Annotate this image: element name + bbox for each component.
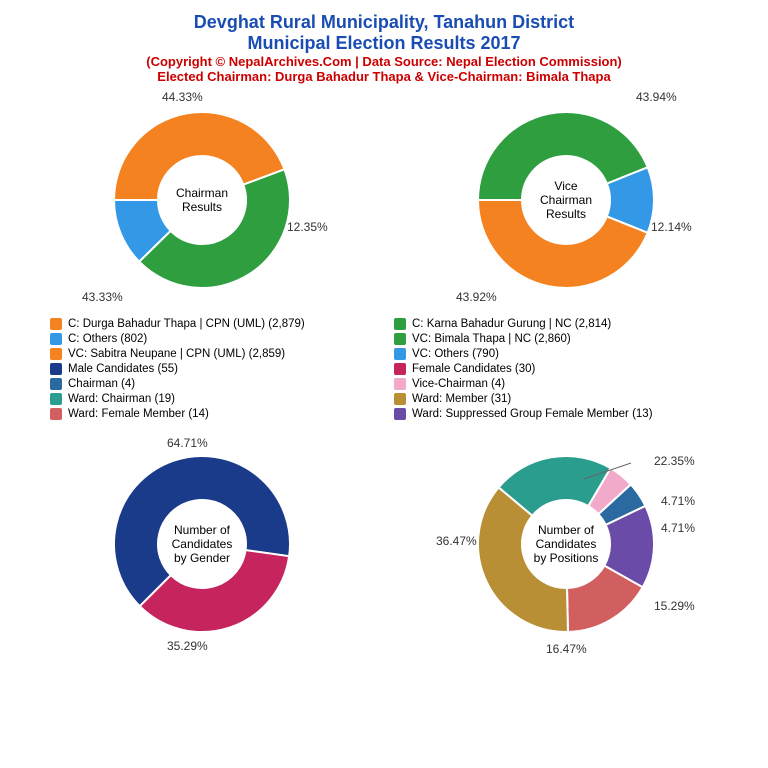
legend-text: VC: Others (790) [412,348,499,360]
legend-item: Ward: Suppressed Group Female Member (13… [394,408,718,420]
legend-item: VC: Bimala Thapa | NC (2,860) [394,333,718,345]
legend-swatch [50,333,62,345]
legend-text: Ward: Female Member (14) [68,408,209,420]
legend-text: Ward: Member (31) [412,393,511,405]
chairman-chart: ChairmanResults44.33%43.33%12.35% [72,90,332,310]
legend-item: Vice-Chairman (4) [394,378,718,390]
positions-pct-label: 36.47% [436,534,477,548]
legend-item: Male Candidates (55) [50,363,374,375]
chairman-pct-label: 12.35% [287,220,328,234]
legend-item: C: Durga Bahadur Thapa | CPN (UML) (2,87… [50,318,374,330]
vice-chairman-svg [476,110,656,290]
legend-item: C: Others (802) [50,333,374,345]
legend-swatch [394,318,406,330]
title-line-2: Municipal Election Results 2017 [20,33,748,54]
legend-text: VC: Sabitra Neupane | CPN (UML) (2,859) [68,348,285,360]
positions-slice [478,487,568,632]
top-charts-row: ChairmanResults44.33%43.33%12.35% ViceCh… [20,90,748,310]
vice-chairman-pct-label: 43.92% [456,290,497,304]
chairman-svg [112,110,292,290]
legend-text: C: Karna Bahadur Gurung | NC (2,814) [412,318,611,330]
legend-text: Male Candidates (55) [68,363,178,375]
legend-item: C: Karna Bahadur Gurung | NC (2,814) [394,318,718,330]
legend-swatch [50,348,62,360]
positions-pct-label: 16.47% [546,642,587,656]
chairman-pct-label: 44.33% [162,90,203,104]
legend-text: Vice-Chairman (4) [412,378,505,390]
legend-text: C: Durga Bahadur Thapa | CPN (UML) (2,87… [68,318,305,330]
legend-item: Ward: Female Member (14) [50,408,374,420]
vice-chairman-chart: ViceChairmanResults43.94%12.14%43.92% [436,90,696,310]
legend-text: VC: Bimala Thapa | NC (2,860) [412,333,571,345]
legend-item: Female Candidates (30) [394,363,718,375]
legend-swatch [50,363,62,375]
legend-swatch [394,363,406,375]
chairman-pct-label: 43.33% [82,290,123,304]
positions-svg [476,454,656,634]
legend-text: Ward: Suppressed Group Female Member (13… [412,408,653,420]
subtitle-line-1: (Copyright © NepalArchives.Com | Data So… [20,54,748,69]
positions-pct-label: 15.29% [654,599,695,613]
gender-pct-label: 35.29% [167,639,208,653]
positions-pct-label: 22.35% [654,454,695,468]
legend-swatch [394,333,406,345]
legend-swatch [394,348,406,360]
legend-text: Chairman (4) [68,378,135,390]
legend-swatch [50,378,62,390]
title-block: Devghat Rural Municipality, Tanahun Dist… [20,12,748,84]
legend-item: VC: Sabitra Neupane | CPN (UML) (2,859) [50,348,374,360]
gender-chart: Number ofCandidatesby Gender64.71%35.29% [72,434,332,654]
subtitle-line-2: Elected Chairman: Durga Bahadur Thapa & … [20,69,748,84]
legend-item: Ward: Member (31) [394,393,718,405]
vice-chairman-pct-label: 12.14% [651,220,692,234]
legend-text: Female Candidates (30) [412,363,535,375]
positions-chart: Number ofCandidatesby Positions22.35%4.7… [436,434,696,654]
bottom-charts-row: Number ofCandidatesby Gender64.71%35.29%… [20,434,748,654]
legend-swatch [394,393,406,405]
gender-svg [112,454,292,634]
legend-swatch [394,378,406,390]
legend-item: Chairman (4) [50,378,374,390]
positions-pct-label: 4.71% [661,494,695,508]
legend-item: Ward: Chairman (19) [50,393,374,405]
positions-pct-label: 4.71% [661,521,695,535]
legend: C: Durga Bahadur Thapa | CPN (UML) (2,87… [50,318,718,420]
title-line-1: Devghat Rural Municipality, Tanahun Dist… [20,12,748,33]
gender-pct-label: 64.71% [167,436,208,450]
legend-swatch [50,408,62,420]
legend-item: VC: Others (790) [394,348,718,360]
legend-swatch [394,408,406,420]
legend-swatch [50,318,62,330]
vice-chairman-pct-label: 43.94% [636,90,677,104]
legend-swatch [50,393,62,405]
legend-text: Ward: Chairman (19) [68,393,175,405]
legend-text: C: Others (802) [68,333,147,345]
